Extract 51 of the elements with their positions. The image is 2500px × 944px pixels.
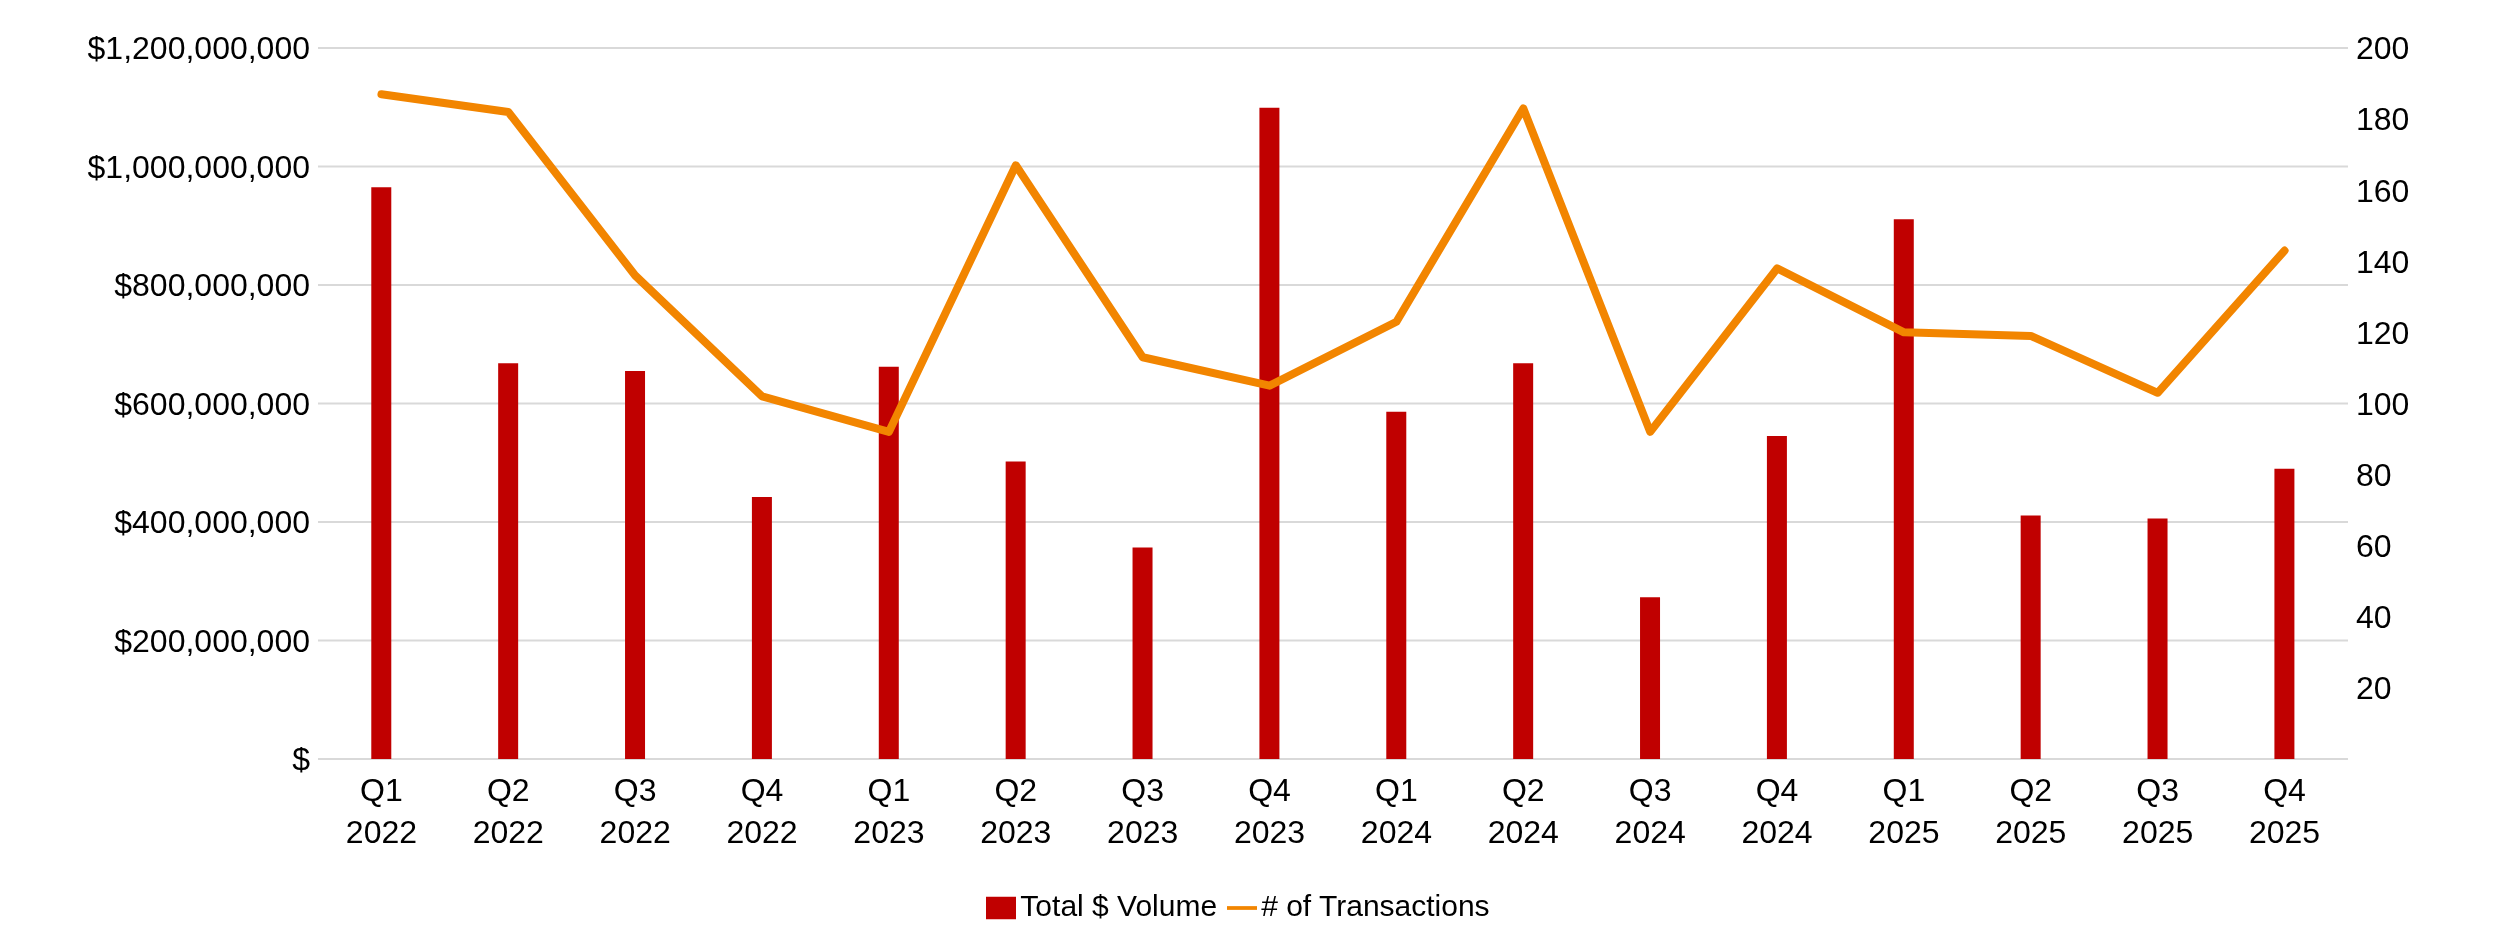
x-tick-label: Q1 2025: [1868, 771, 1940, 850]
bar: [2147, 518, 2168, 759]
y-tick-label: $800,000,000: [114, 267, 310, 304]
bar: [1513, 363, 1534, 759]
bar: [1893, 219, 1914, 759]
y-tick-label: $400,000,000: [114, 504, 310, 541]
bar: [1259, 107, 1280, 759]
y2-tick-label: 140: [2356, 243, 2410, 280]
bar: [1005, 461, 1026, 759]
x-tick-label: Q2 2024: [1487, 771, 1559, 850]
bar: [1132, 547, 1153, 759]
bar: [751, 497, 772, 759]
x-tick-label: Q3 2025: [2122, 771, 2194, 850]
x-tick-label: Q4 2023: [1233, 771, 1306, 850]
bar: [1640, 597, 1661, 759]
y-tick-label: $200,000,000: [114, 622, 310, 659]
x-tick-label: Q2 2023: [980, 771, 1052, 850]
x-tick-label: Q4 2022: [726, 771, 798, 850]
y2-tick-label: 20: [2356, 670, 2392, 707]
bar: [1386, 411, 1407, 759]
bar: [625, 370, 646, 759]
x-tick-label: Q4 2024: [1741, 771, 1813, 850]
x-tick-label: Q2 2025: [1995, 771, 2067, 850]
x-tick-label: Q3 2022: [599, 771, 671, 850]
legend-label: # of Transactions: [1261, 888, 1490, 922]
bar: [498, 363, 519, 759]
bar: [878, 366, 899, 759]
y-tick-label: $1,000,000,000: [87, 148, 310, 185]
bar: [2274, 468, 2295, 759]
y-tick-label: $1,200,000,000: [87, 30, 310, 67]
x-tick-label: Q2 2022: [472, 771, 544, 850]
x-tick-label: Q3 2024: [1614, 771, 1686, 850]
bar: [2020, 515, 2041, 759]
y2-tick-label: 180: [2356, 101, 2410, 138]
y2-tick-label: 120: [2356, 314, 2410, 351]
y2-tick-label: 60: [2356, 528, 2392, 565]
y2-tick-label: 40: [2356, 599, 2392, 636]
y2-tick-label: 160: [2356, 172, 2410, 209]
x-tick-label: Q1 2022: [345, 771, 418, 850]
x-tick-label: Q3 2023: [1107, 771, 1179, 850]
y-tick-label: $600,000,000: [114, 385, 310, 422]
y2-tick-label: 200: [2356, 30, 2410, 67]
y2-tick-label: 100: [2356, 385, 2410, 422]
y-tick-label: $: [292, 741, 311, 778]
legend-label: Total $ Volume: [1020, 888, 1218, 922]
y2-tick-label: 80: [2356, 456, 2392, 493]
x-tick-label: Q1 2023: [853, 771, 925, 850]
bar: [371, 187, 392, 759]
x-tick-label: Q1 2024: [1360, 771, 1433, 850]
bar: [1766, 436, 1787, 759]
x-tick-label: Q4 2025: [2248, 771, 2321, 850]
